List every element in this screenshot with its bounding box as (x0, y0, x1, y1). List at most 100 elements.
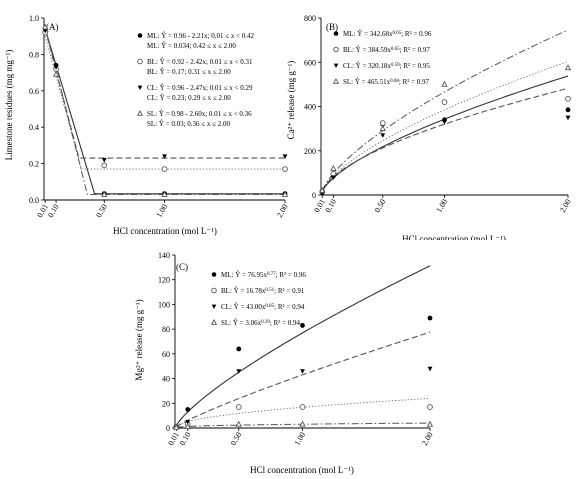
fit-line-bl (44, 36, 285, 170)
data-point-sl (426, 420, 434, 427)
data-point-sl (173, 423, 180, 430)
data-point-sl (184, 423, 191, 430)
y-tick-label: 200 (304, 147, 316, 156)
data-point-bl (161, 166, 168, 172)
data-point-bl (427, 404, 433, 410)
x-tick-label: 2.00 (558, 198, 573, 215)
x-tick-label: 0.50 (373, 198, 388, 215)
data-point-sl (235, 420, 242, 427)
data-point-cl (300, 369, 305, 374)
x-tick-label: 1.00 (434, 198, 449, 215)
fit-line-cl (176, 331, 430, 428)
y-tick-label: 100 (158, 300, 170, 309)
data-point-sl (330, 164, 337, 171)
legend-entry-sl: SL: Ŷ = 0.03; 0.36 ≤ x ≤ 2.00 (147, 120, 230, 128)
legend-entry-bl: BL: Ŷ = 0.92 - 2.42x; 0.01 ≤ x < 0.31 (147, 58, 253, 66)
y-tick-label: 800 (304, 14, 316, 23)
panel-label: (A) (46, 22, 59, 32)
legend-entry-bl: BL: Ŷ = 384.59x0.65; R² = 0.97 (343, 46, 430, 54)
legend-entry-bl: BL: Ŷ = 0.17; 0.31 ≤ x ≤ 2.00 (147, 68, 231, 76)
legend-marker-bl (211, 287, 217, 294)
y-tick-label: 0.4 (29, 123, 39, 132)
y-tick-label: 20 (162, 399, 170, 408)
y-axis-title: Ca²⁺ release (mg g⁻¹) (286, 61, 296, 140)
x-tick-label: 0.10 (323, 198, 338, 215)
legend-marker-ml (333, 31, 339, 36)
x-axis-title: HCl concentration (mol L⁻¹) (113, 226, 217, 236)
legend-entry-cl: CL: Ŷ = 0.96 - 2.47x; 0.01 ≤ x < 0.29 (147, 84, 253, 92)
x-tick-label: 0.10 (178, 431, 193, 448)
panel-label: (B) (326, 22, 338, 32)
data-point-cl (101, 158, 107, 163)
data-point-sl (101, 190, 108, 197)
data-point-ml (236, 346, 242, 352)
legend-entry-sl: SL: Ŷ = 3.06x0.39; R² = 0.94 (221, 319, 301, 327)
data-point-sl (52, 70, 60, 77)
data-point-ml (565, 107, 571, 113)
y-tick-label: 0.6 (29, 87, 39, 96)
data-point-cl (53, 65, 59, 70)
legend-marker-sl (332, 78, 340, 84)
legend-marker-bl (137, 58, 143, 65)
fit-line-ml (44, 28, 285, 195)
fit-line-cl (321, 87, 568, 191)
fit-line-sl (44, 26, 285, 195)
x-tick-label: 0.50 (229, 431, 244, 448)
data-point-bl (379, 120, 386, 126)
y-tick-label: 60 (162, 350, 170, 359)
y-tick-label: 1.0 (29, 14, 39, 23)
data-point-sl (161, 190, 168, 197)
data-point-bl (441, 99, 448, 105)
legend-marker-cl (211, 304, 217, 310)
data-point-ml (427, 315, 433, 321)
data-point-cl (427, 366, 433, 372)
data-point-cl (162, 154, 167, 159)
data-point-bl (565, 95, 571, 102)
legend-entry-ml: ML: Ŷ = 76.95x0.77; R² = 0.96 (221, 271, 306, 279)
legend-marker-ml (211, 272, 217, 277)
data-point-cl (565, 115, 571, 121)
x-tick-label: 1.00 (292, 431, 307, 448)
y-tick-label: 0 (312, 191, 316, 200)
y-tick-label: 0.2 (29, 160, 39, 169)
fit-line-cl (44, 28, 285, 159)
y-tick-label: 80 (162, 325, 170, 334)
data-point-ml (185, 407, 191, 412)
data-point-cl (185, 419, 191, 425)
data-point-bl (235, 404, 242, 410)
data-point-sl (564, 64, 572, 71)
data-point-cl (330, 175, 336, 180)
x-axis-title: HCl concentration (mol L⁻¹) (402, 234, 506, 240)
fit-line-ml (175, 265, 430, 426)
data-point-bl (299, 404, 306, 410)
data-point-bl (282, 166, 288, 172)
legend-entry-cl: CL: Ŷ = 0.23; 0.29 ≤ x ≤ 2.00 (147, 94, 231, 102)
legend-entry-sl: SL: Ŷ = 0.98 - 2.60x; 0.01 ≤ x < 0.36 (147, 110, 252, 118)
data-point-cl (442, 120, 447, 125)
y-tick-label: 0 (166, 424, 170, 433)
fit-line-sl (321, 29, 568, 191)
y-tick-label: 40 (162, 375, 170, 384)
legend-entry-ml: ML: Ŷ = 0.034; 0.42 ≤ x ≤ 2.00 (147, 42, 236, 50)
x-tick-label: 2.00 (420, 431, 435, 448)
data-point-cl (282, 154, 288, 159)
data-point-sl (379, 125, 386, 131)
legend-marker-bl (333, 46, 339, 53)
legend-entry-cl: CL: Ŷ = 43.00x0.85; R² = 0.94 (221, 303, 305, 311)
legend-entry-ml: ML: Ŷ = 0.96 - 2.21x; 0.01 ≤ x < 0.42 (147, 32, 255, 40)
legend-marker-sl (136, 110, 144, 116)
y-axis-title: Mg²⁺ release (mg g⁻¹) (134, 299, 144, 380)
fit-line-bl (321, 61, 568, 191)
data-point-bl (101, 162, 108, 169)
legend-entry-bl: BL: Ŷ = 16.78x0.51; R² = 0.91 (221, 287, 305, 295)
data-point-cl (380, 133, 386, 138)
fit-line-ml (321, 75, 568, 192)
y-tick-label: 120 (158, 276, 170, 285)
data-point-cl (236, 369, 242, 374)
data-point-sl (441, 80, 448, 87)
y-axis-title: Limestone residues (mg mg⁻¹) (4, 50, 14, 161)
x-tick-label: 0.10 (46, 203, 61, 220)
data-point-sl (281, 190, 289, 197)
